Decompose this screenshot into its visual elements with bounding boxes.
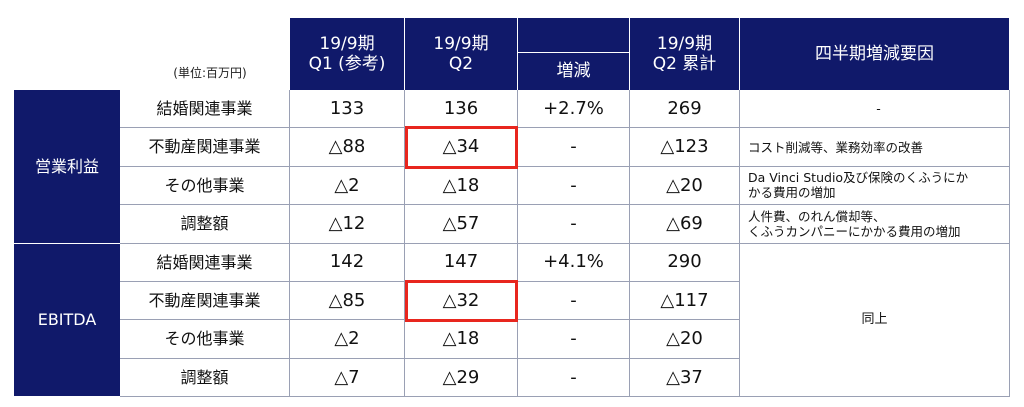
value-cell: - (518, 205, 630, 244)
highlight-box (405, 280, 518, 323)
value-cell: - (518, 282, 630, 321)
value-cell: △20 (630, 166, 740, 206)
row-label: その他事業 (120, 320, 290, 359)
text-line: 19/9期 (433, 33, 489, 54)
group-label: 営業利益 (14, 90, 120, 244)
value-cell: 269 (630, 90, 740, 129)
value-cell: △123 (630, 128, 740, 167)
header-q1: 19/9期 Q1 (参考) (290, 18, 405, 90)
highlight-box (405, 126, 518, 169)
row-label: 不動産関連事業 (120, 282, 290, 321)
reason-cell: コスト削減等、業務効率の改善 (740, 128, 1010, 167)
value-cell: △2 (290, 320, 405, 359)
value-cell: 136 (405, 90, 518, 129)
reason-cell: Da Vinci Studio及び保険のくふうにか かる費用の増加 (740, 166, 1010, 206)
reason-cell: 同上 (740, 243, 1010, 398)
reason-cell: 人件費、のれん償却等、 くふうカンパニーにかかる費用の増加 (740, 205, 1010, 244)
value-cell: △69 (630, 205, 740, 244)
value-cell: 133 (290, 90, 405, 129)
value-cell: △85 (290, 282, 405, 321)
text-line: - (876, 101, 881, 117)
value-cell: △12 (290, 205, 405, 244)
unit-label: (単位:百万円) (173, 65, 247, 80)
header-change: 増減 (518, 52, 630, 90)
value-cell: △57 (405, 205, 518, 244)
header-cumulative: 19/9期 Q2 累計 (630, 18, 740, 90)
header-reason: 四半期増減要因 (740, 18, 1010, 90)
value-cell: △29 (405, 358, 518, 398)
value-cell: 142 (290, 243, 405, 282)
text-line: Q2 (448, 54, 474, 74)
value-cell: - (518, 320, 630, 359)
text-line: 19/9期 (656, 33, 713, 54)
value-cell: △18 (405, 320, 518, 359)
row-label: 調整額 (120, 205, 290, 244)
row-label: 不動産関連事業 (120, 128, 290, 167)
text-line: コスト削減等、業務効率の改善 (748, 139, 924, 155)
text-line: Q2 累計 (652, 54, 717, 74)
value-cell: - (518, 166, 630, 206)
group-label: EBITDA (14, 243, 120, 398)
text-line: くふうカンパニーにかかる費用の増加 (748, 223, 961, 239)
row-label: 結婚関連事業 (120, 90, 290, 129)
value-cell: - (518, 128, 630, 167)
value-cell: △88 (290, 128, 405, 167)
text-line: 人件費、のれん償却等、 (748, 208, 886, 224)
text-line: Q1 (参考) (308, 54, 386, 74)
value-cell: - (518, 358, 630, 398)
text-line: Da Vinci Studio及び保険のくふうにか (748, 170, 969, 186)
row-label: 結婚関連事業 (120, 243, 290, 282)
header-q2: 19/9期 Q2 (405, 18, 518, 90)
row-label: 調整額 (120, 358, 290, 398)
value-cell: +2.7% (518, 90, 630, 129)
value-cell: △7 (290, 358, 405, 398)
value-cell: △37 (630, 358, 740, 398)
value-cell: △2 (290, 166, 405, 206)
text-line: 19/9期 (319, 33, 375, 54)
value-cell: △18 (405, 166, 518, 206)
row-label: その他事業 (120, 166, 290, 206)
value-cell: 147 (405, 243, 518, 282)
value-cell: 290 (630, 243, 740, 282)
value-cell: +4.1% (518, 243, 630, 282)
value-cell: △117 (630, 282, 740, 321)
text-line: かる費用の増加 (748, 185, 836, 201)
header-blank (518, 18, 630, 52)
reason-cell: - (740, 90, 1010, 129)
value-cell: △20 (630, 320, 740, 359)
